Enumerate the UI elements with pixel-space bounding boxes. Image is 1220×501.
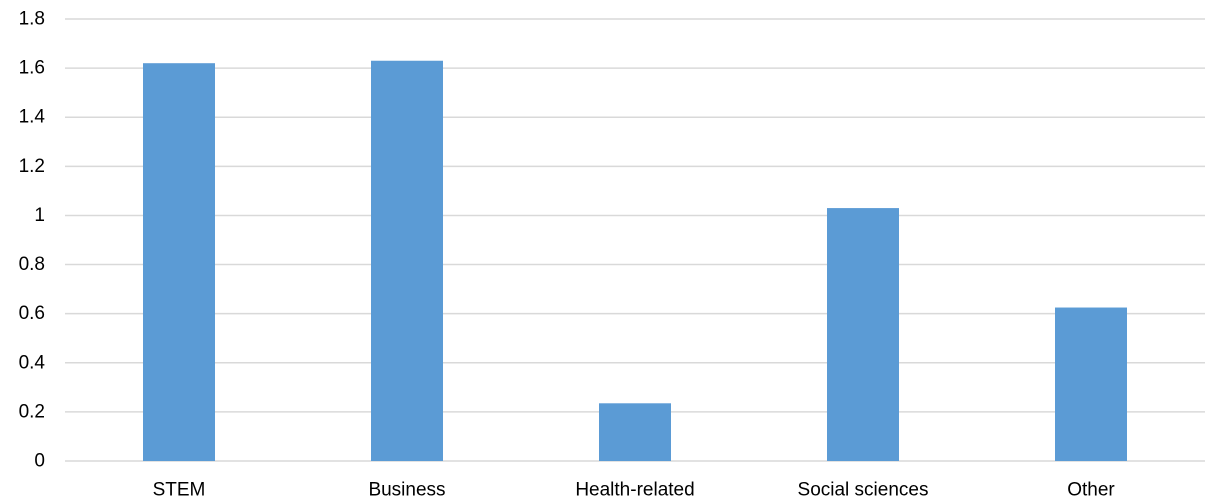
bars — [143, 60, 1127, 461]
x-category-label: Business — [368, 480, 445, 501]
y-tick-label: 0.6 — [19, 303, 45, 324]
x-category-label: Health-related — [575, 480, 694, 501]
y-tick-label: 0.4 — [19, 352, 46, 373]
bar-stem — [143, 63, 215, 461]
y-tick-label: 1 — [34, 205, 45, 226]
bar-business — [371, 60, 443, 461]
y-tick-label: 1.2 — [19, 156, 45, 177]
y-tick-label: 1.8 — [19, 9, 45, 30]
y-tick-label: 0.8 — [19, 254, 45, 275]
y-tick-label: 0 — [34, 451, 45, 472]
gridlines — [65, 18, 1205, 462]
bar-health-related — [599, 403, 671, 461]
x-category-label: STEM — [153, 480, 206, 501]
x-axis-category-labels: STEM Business Health-related Social science… — [153, 480, 1116, 501]
bar-other — [1055, 307, 1127, 461]
y-tick-label: 0.2 — [19, 401, 45, 422]
y-axis-tick-labels: 0 0.2 0.4 0.6 0.8 1 1.2 1.4 1.6 1.8 — [19, 9, 46, 472]
bar-social-sciences — [827, 208, 899, 461]
y-tick-label: 1.6 — [19, 58, 45, 79]
x-category-label: Other — [1067, 480, 1115, 501]
x-category-label: Social sciences — [798, 480, 929, 501]
y-tick-label: 1.4 — [19, 107, 46, 128]
